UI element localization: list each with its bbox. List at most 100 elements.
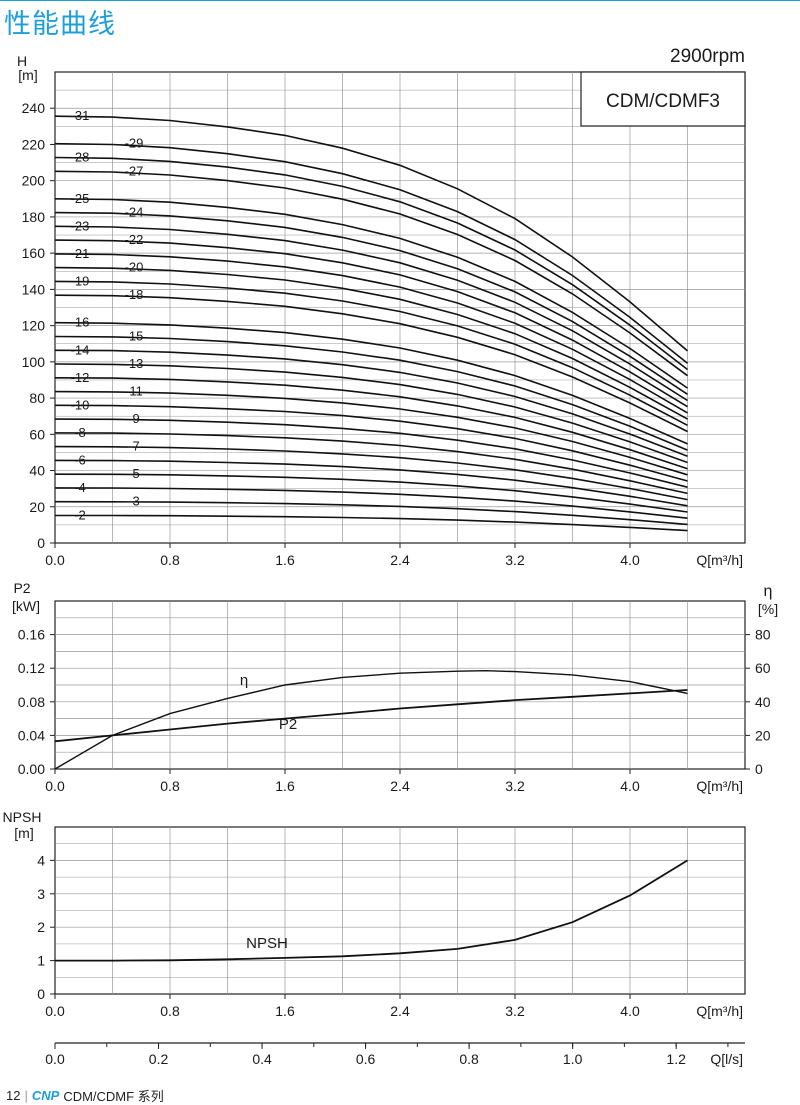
power-y-axis-unit: [kW] <box>12 598 40 614</box>
npsh-y-tick-label: 2 <box>37 919 45 935</box>
flow-ls-tick-label: 0.0 <box>45 1051 65 1067</box>
npsh-x-tick-label: 0.0 <box>45 1003 65 1019</box>
power-y-axis-label: P2 <box>13 580 30 596</box>
npsh-x-tick-label: 1.6 <box>275 1003 295 1019</box>
head-stage-label: -9 <box>128 411 140 426</box>
head-curve-stage <box>54 280 688 427</box>
head-curve-stage <box>54 253 688 414</box>
page-title: 性能曲线 <box>4 9 116 40</box>
head-curve-stage <box>54 445 688 501</box>
head-x-tick-label: 1.6 <box>275 552 295 568</box>
head-curve-stage <box>54 418 688 488</box>
head-stage-label: -15 <box>125 328 144 343</box>
head-curve-stage <box>54 390 688 476</box>
head-curve-stage <box>54 459 688 507</box>
head-stage-label: -13 <box>125 356 144 371</box>
head-stage-label: -20 <box>125 260 144 275</box>
head-curve-stage <box>54 500 688 526</box>
head-y-tick-label: 120 <box>22 318 46 334</box>
npsh-x-tick-label: 3.2 <box>505 1003 525 1019</box>
head-y-tick-label: 160 <box>22 245 46 261</box>
power-x-tick-label: 2.4 <box>390 778 410 794</box>
head-stage-label: -10 <box>71 397 90 412</box>
power-x-tick-label: 1.6 <box>275 778 295 794</box>
head-curve-stage <box>54 377 688 470</box>
head-y-axis-label: H <box>17 53 27 69</box>
head-curve-stage <box>54 487 688 519</box>
model-label: CDM/CDMF3 <box>606 91 720 112</box>
npsh-y-tick-label: 0 <box>37 986 45 1002</box>
head-y-tick-label: 140 <box>22 281 46 297</box>
flow-ls-tick-label: 1.2 <box>666 1051 686 1067</box>
power-y-tick-label: 0.16 <box>18 627 45 643</box>
flow-ls-tick-label: 0.2 <box>149 1051 169 1067</box>
power-y-tick-label: 0.04 <box>18 727 45 743</box>
efficiency-curve <box>54 669 688 770</box>
head-y-tick-label: 40 <box>29 463 45 479</box>
npsh-y-axis-unit: [m] <box>14 825 33 841</box>
page-number: 12 <box>6 1088 21 1103</box>
series-name: CDM/CDMF 系列 <box>63 1089 164 1104</box>
head-curve-stage <box>54 266 688 420</box>
speed-label: 2900rpm <box>670 46 745 67</box>
head-stage-label: -25 <box>71 191 90 206</box>
head-curve-stage <box>54 225 688 402</box>
head-curve-stage <box>54 142 688 364</box>
power-x-tick-label: 3.2 <box>505 778 525 794</box>
power-y-tick-label: 0.08 <box>18 694 45 710</box>
flow-ls-tick-label: 0.6 <box>356 1051 376 1067</box>
efficiency-y-axis-label: η <box>764 583 773 600</box>
flow-ls-axis-label: Q[l/s] <box>710 1051 743 1067</box>
power-x-tick-label: 0.0 <box>45 778 65 794</box>
head-curve-stage <box>54 321 688 445</box>
npsh-y-tick-label: 3 <box>37 886 45 902</box>
head-stage-label: -2 <box>74 507 86 522</box>
head-curve-stage <box>54 239 688 408</box>
head-stage-label: -3 <box>128 494 140 509</box>
head-stage-label: -19 <box>71 273 90 288</box>
power-curve <box>54 689 688 743</box>
head-y-tick-label: 200 <box>22 173 46 189</box>
flow-ls-tick-label: 1.0 <box>563 1051 583 1067</box>
head-curve-stage <box>54 473 688 513</box>
head-curve-stage <box>55 514 688 532</box>
npsh-x-axis-label: Q[m³/h] <box>696 1003 743 1019</box>
flow-ls-tick-label: 0.4 <box>252 1051 272 1067</box>
head-curve-stage <box>54 432 688 495</box>
head-stage-label: -18 <box>125 287 144 302</box>
head-x-tick-label: 0.8 <box>160 552 180 568</box>
head-y-tick-label: 240 <box>22 100 46 116</box>
head-stage-label: -8 <box>74 425 86 440</box>
efficiency-curve-label: η <box>240 672 248 689</box>
head-y-tick-label: 0 <box>37 535 45 551</box>
head-curve-stage <box>54 349 688 458</box>
npsh-y-tick-label: 4 <box>37 852 45 868</box>
head-curve-stage <box>54 115 689 352</box>
efficiency-y-tick-label: 60 <box>755 660 771 676</box>
efficiency-y-tick-label: 80 <box>755 627 771 643</box>
head-stage-label: -28 <box>71 150 90 165</box>
head-stage-label: -7 <box>128 439 140 454</box>
head-x-tick-label: 3.2 <box>505 552 525 568</box>
model-box <box>580 71 746 127</box>
head-y-tick-label: 80 <box>29 390 45 406</box>
footer: 12 | CNP CDM/CDMF 系列 <box>6 1086 164 1105</box>
efficiency-y-tick-label: 0 <box>755 761 763 777</box>
head-y-tick-label: 220 <box>22 136 46 152</box>
npsh-x-tick-label: 0.8 <box>160 1003 180 1019</box>
power-x-tick-label: 0.8 <box>160 778 180 794</box>
head-stage-label: -16 <box>71 315 90 330</box>
power-y-tick-label: 0.12 <box>18 660 45 676</box>
head-stage-label: -14 <box>71 342 90 357</box>
npsh-curve <box>55 859 688 962</box>
head-curve-stage <box>54 211 688 395</box>
head-y-tick-label: 20 <box>29 499 45 515</box>
npsh-x-tick-label: 4.0 <box>620 1003 640 1019</box>
head-curve-stage <box>54 363 688 464</box>
npsh-x-tick-label: 2.4 <box>390 1003 410 1019</box>
head-stage-label: -23 <box>71 218 90 233</box>
power-x-axis-label: Q[m³/h] <box>696 778 743 794</box>
efficiency-y-tick-label: 40 <box>755 694 771 710</box>
head-stage-label: -11 <box>125 384 143 399</box>
head-stage-label: -29 <box>125 136 144 151</box>
